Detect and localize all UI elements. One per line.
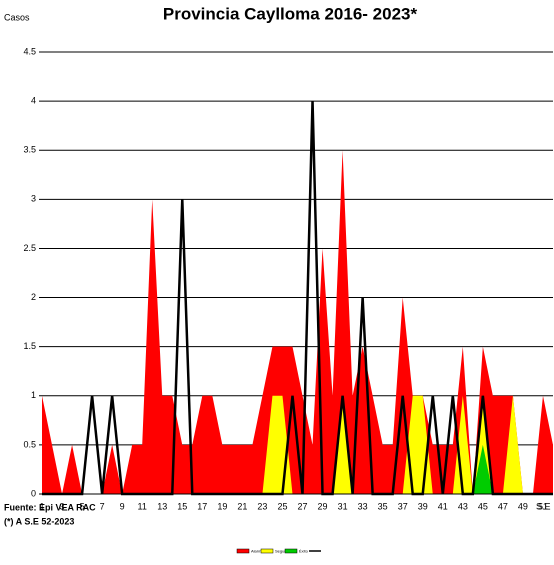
legend-swatch (236, 548, 250, 554)
y-tick-label: 1 (31, 390, 36, 400)
x-tick-label: 47 (498, 501, 508, 511)
y-tick-label: 4 (31, 95, 36, 105)
x-tick-label: 29 (318, 501, 328, 511)
x-tick-label: 15 (177, 501, 187, 511)
source: Fuente: Epi VEA RAC (4, 502, 96, 512)
x-tick-label: 35 (378, 501, 388, 511)
x-tick-label: 41 (438, 501, 448, 511)
x-tick-label: 51 (538, 501, 548, 511)
x-tick-label: 3 (60, 501, 65, 511)
x-tick-label: 31 (338, 501, 348, 511)
x-tick-label: 25 (277, 501, 287, 511)
x-tick-label: 37 (398, 501, 408, 511)
x-tick-label: 1 (39, 501, 44, 511)
x-tick-label: 13 (157, 501, 167, 511)
x-tick-label: 21 (237, 501, 247, 511)
note: (*) A S.E 52-2023 (4, 516, 74, 526)
legend-label: Éxito (299, 549, 309, 554)
area (42, 150, 553, 494)
x-tick-label: 43 (458, 501, 468, 511)
x-tick-label: 27 (298, 501, 308, 511)
legend-swatch (284, 548, 298, 554)
chart-title: Provincia Caylloma 2016- 2023* (163, 4, 418, 23)
legend-label: Seguridad (275, 549, 293, 554)
x-tick-label: 23 (257, 501, 267, 511)
legend-swatch (260, 548, 274, 554)
y-tick-label: 0.5 (23, 439, 36, 449)
y-tick-label: 3.5 (23, 145, 36, 155)
x-tick-label: 45 (478, 501, 488, 511)
x-tick-label: 17 (197, 501, 207, 511)
x-tick-label: 33 (358, 501, 368, 511)
x-axis-label: S.E (536, 501, 551, 511)
x-tick-label: 19 (217, 501, 227, 511)
x-tick-label: 5 (80, 501, 85, 511)
x-tick-label: 39 (418, 501, 428, 511)
y-tick-label: 4.5 (23, 46, 36, 56)
x-tick-label: 7 (100, 501, 105, 511)
y-tick-label: 2.5 (23, 243, 36, 253)
y-tick-label: 3 (31, 194, 36, 204)
y-axis-label: Casos (4, 12, 30, 22)
x-tick-label: 11 (138, 501, 147, 511)
legend-label: Alarma (251, 549, 264, 554)
x-tick-label: 49 (518, 501, 528, 511)
x-tick-label: 9 (120, 501, 125, 511)
y-tick-label: 0 (31, 488, 36, 498)
y-tick-label: 2 (31, 292, 36, 302)
y-tick-label: 1.5 (23, 341, 36, 351)
